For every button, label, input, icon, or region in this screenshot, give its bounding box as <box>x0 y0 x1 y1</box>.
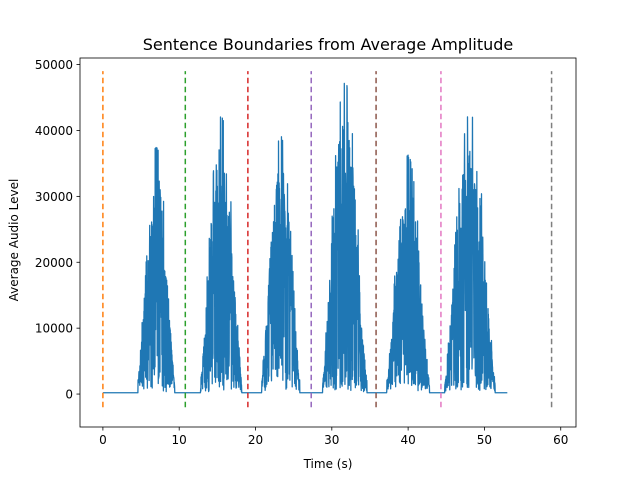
axes: 0 10 20 30 40 50 60 0 10000 20000 30000 40000 50000 <box>35 57 577 447</box>
x-tick-label: 30 <box>324 433 339 447</box>
y-tick-label: 40000 <box>35 124 73 138</box>
x-tick-label: 0 <box>99 433 107 447</box>
amplitude-series-line <box>102 82 508 394</box>
x-tick-label: 40 <box>400 433 415 447</box>
x-tick-label: 20 <box>248 433 263 447</box>
x-tick-label: 10 <box>172 433 187 447</box>
chart-title: Sentence Boundaries from Average Amplitu… <box>143 35 514 54</box>
axes-frame <box>79 57 577 428</box>
y-tick-label: 20000 <box>35 256 73 270</box>
y-tick-label: 50000 <box>35 58 73 72</box>
x-tick-label: 60 <box>553 433 568 447</box>
y-axis-label: Average Audio Level <box>7 179 21 302</box>
y-tick-label: 0 <box>65 388 73 402</box>
x-tick-label: 50 <box>477 433 492 447</box>
y-tick-label: 30000 <box>35 190 73 204</box>
y-tick-label: 10000 <box>35 322 73 336</box>
plot-area <box>102 71 553 408</box>
x-axis-label: Time (s) <box>303 457 353 471</box>
